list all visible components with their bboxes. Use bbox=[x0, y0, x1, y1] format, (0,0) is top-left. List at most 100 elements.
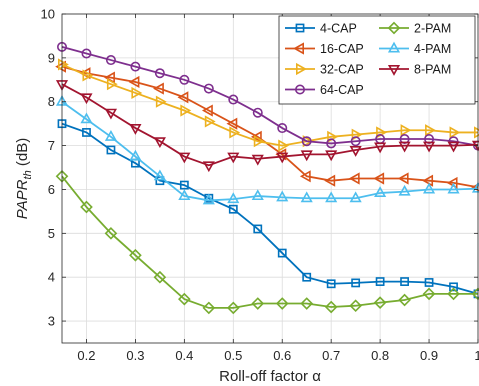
x-tick-label: 1 bbox=[474, 348, 479, 363]
data-point-8-pam bbox=[153, 137, 166, 149]
legend-label-64-cap: 64-CAP bbox=[320, 83, 364, 97]
legend-label-2-pam: 2-PAM bbox=[414, 22, 451, 36]
data-point-4-cap bbox=[351, 278, 361, 288]
legend: 4-CAP 2-PAM 16-CAP 4-PAM 32-CAP 8-PAM 64-CAP bbox=[278, 15, 476, 105]
x-tick-label: 0.2 bbox=[77, 348, 95, 363]
legend-swatch-marker-2-pam bbox=[387, 21, 401, 35]
data-point-16-cap bbox=[324, 174, 336, 187]
data-point-2-pam bbox=[202, 301, 216, 315]
data-point-8-pam bbox=[422, 141, 436, 153]
data-point-16-cap bbox=[226, 117, 238, 130]
data-point-8-pam bbox=[251, 154, 264, 166]
data-point-2-pam bbox=[275, 297, 289, 310]
data-point-32-cap bbox=[425, 124, 436, 137]
data-point-16-cap bbox=[348, 172, 360, 185]
data-point-32-cap bbox=[82, 69, 94, 82]
data-point-32-cap bbox=[253, 135, 265, 148]
series-16-cap bbox=[55, 60, 479, 192]
data-point-64-cap bbox=[154, 68, 165, 79]
series-32-cap bbox=[57, 58, 479, 152]
y-tick-label: 9 bbox=[48, 50, 55, 65]
data-point-2-pam bbox=[226, 301, 240, 315]
data-point-8-pam bbox=[325, 150, 338, 162]
data-point-16-cap bbox=[153, 82, 164, 95]
y-tick-label: 5 bbox=[48, 226, 55, 241]
series-line-4-pam bbox=[61, 100, 479, 202]
data-point-64-cap bbox=[399, 134, 410, 145]
data-point-4-cap bbox=[228, 204, 238, 214]
y-axis-label-subscript: th bbox=[22, 170, 34, 179]
data-point-64-cap bbox=[277, 123, 288, 134]
data-point-32-cap bbox=[278, 139, 290, 152]
y-axis-label: PAPRth (dB) bbox=[14, 138, 34, 219]
data-point-4-cap bbox=[400, 277, 409, 286]
data-point-4-pam bbox=[422, 182, 436, 194]
data-point-32-cap bbox=[229, 126, 241, 139]
data-point-64-cap bbox=[179, 74, 190, 85]
data-point-8-pam bbox=[300, 150, 313, 162]
data-point-8-pam bbox=[276, 152, 289, 164]
y-axis-label-main: PAPR bbox=[14, 179, 31, 219]
data-point-8-pam bbox=[80, 93, 93, 105]
data-point-8-pam bbox=[447, 141, 460, 153]
data-point-32-cap bbox=[473, 126, 479, 139]
data-point-32-cap bbox=[400, 124, 412, 137]
data-point-16-cap bbox=[299, 170, 311, 183]
y-tick-label: 7 bbox=[48, 138, 55, 153]
legend-swatch-marker-64-cap bbox=[294, 84, 305, 95]
y-tick-label: 4 bbox=[48, 270, 55, 285]
series-4-pam bbox=[55, 94, 479, 205]
data-point-4-pam bbox=[153, 169, 166, 181]
y-tick-label: 6 bbox=[48, 182, 55, 197]
data-point-4-cap bbox=[277, 248, 287, 258]
legend-swatch-marker-4-cap bbox=[295, 23, 305, 33]
data-point-2-pam bbox=[324, 300, 338, 314]
data-point-16-cap bbox=[201, 104, 213, 117]
data-point-2-pam bbox=[349, 299, 362, 313]
data-point-2-pam bbox=[153, 270, 167, 284]
data-point-64-cap bbox=[130, 61, 141, 72]
x-tick-label: 0.9 bbox=[420, 348, 438, 363]
x-tick-label: 0.6 bbox=[273, 348, 291, 363]
data-point-8-pam bbox=[178, 152, 191, 164]
data-point-8-pam bbox=[104, 108, 118, 120]
legend-label-8-pam: 8-PAM bbox=[414, 63, 451, 77]
data-point-2-pam bbox=[373, 296, 387, 309]
legend-label-32-cap: 32-CAP bbox=[320, 63, 364, 77]
data-point-64-cap bbox=[350, 136, 361, 147]
data-point-4-pam bbox=[129, 149, 142, 161]
data-point-64-cap bbox=[252, 107, 263, 118]
data-point-2-pam bbox=[447, 287, 460, 301]
legend-swatch-marker-8-pam bbox=[387, 65, 401, 76]
data-point-4-pam bbox=[398, 184, 411, 196]
data-point-64-cap bbox=[228, 94, 239, 105]
data-point-16-cap bbox=[250, 130, 262, 143]
data-point-64-cap bbox=[105, 55, 116, 66]
legend-swatch-marker-4-pam bbox=[387, 41, 401, 53]
data-point-4-cap bbox=[106, 145, 116, 155]
data-point-8-pam bbox=[227, 152, 240, 164]
data-point-4-pam bbox=[374, 186, 387, 197]
y-tick-label: 3 bbox=[48, 314, 55, 329]
data-point-64-cap bbox=[424, 134, 435, 145]
data-point-4-cap bbox=[449, 282, 458, 292]
data-point-4-pam bbox=[80, 112, 93, 124]
data-point-4-cap bbox=[179, 180, 189, 190]
axis-ticks: 0.2 0.3 0.4 0.5 0.6 0.7 0.8 0.9 1 3 4 5 6 7 8 9 10 bbox=[41, 7, 479, 364]
data-point-32-cap bbox=[180, 104, 192, 117]
data-point-2-pam bbox=[80, 200, 93, 214]
data-point-32-cap bbox=[449, 126, 461, 139]
series-layer bbox=[55, 41, 479, 315]
data-point-16-cap bbox=[397, 172, 409, 185]
series-8-pam bbox=[55, 80, 479, 173]
x-tick-label: 0.8 bbox=[371, 348, 389, 363]
data-point-32-cap bbox=[155, 95, 167, 108]
data-point-16-cap bbox=[128, 75, 140, 89]
data-point-8-pam bbox=[202, 161, 215, 173]
data-point-4-cap bbox=[82, 128, 91, 137]
data-point-4-pam bbox=[349, 191, 362, 203]
data-point-4-cap bbox=[375, 277, 385, 286]
data-point-16-cap bbox=[177, 91, 189, 104]
data-point-4-cap bbox=[326, 279, 336, 289]
data-point-64-cap bbox=[81, 48, 92, 59]
